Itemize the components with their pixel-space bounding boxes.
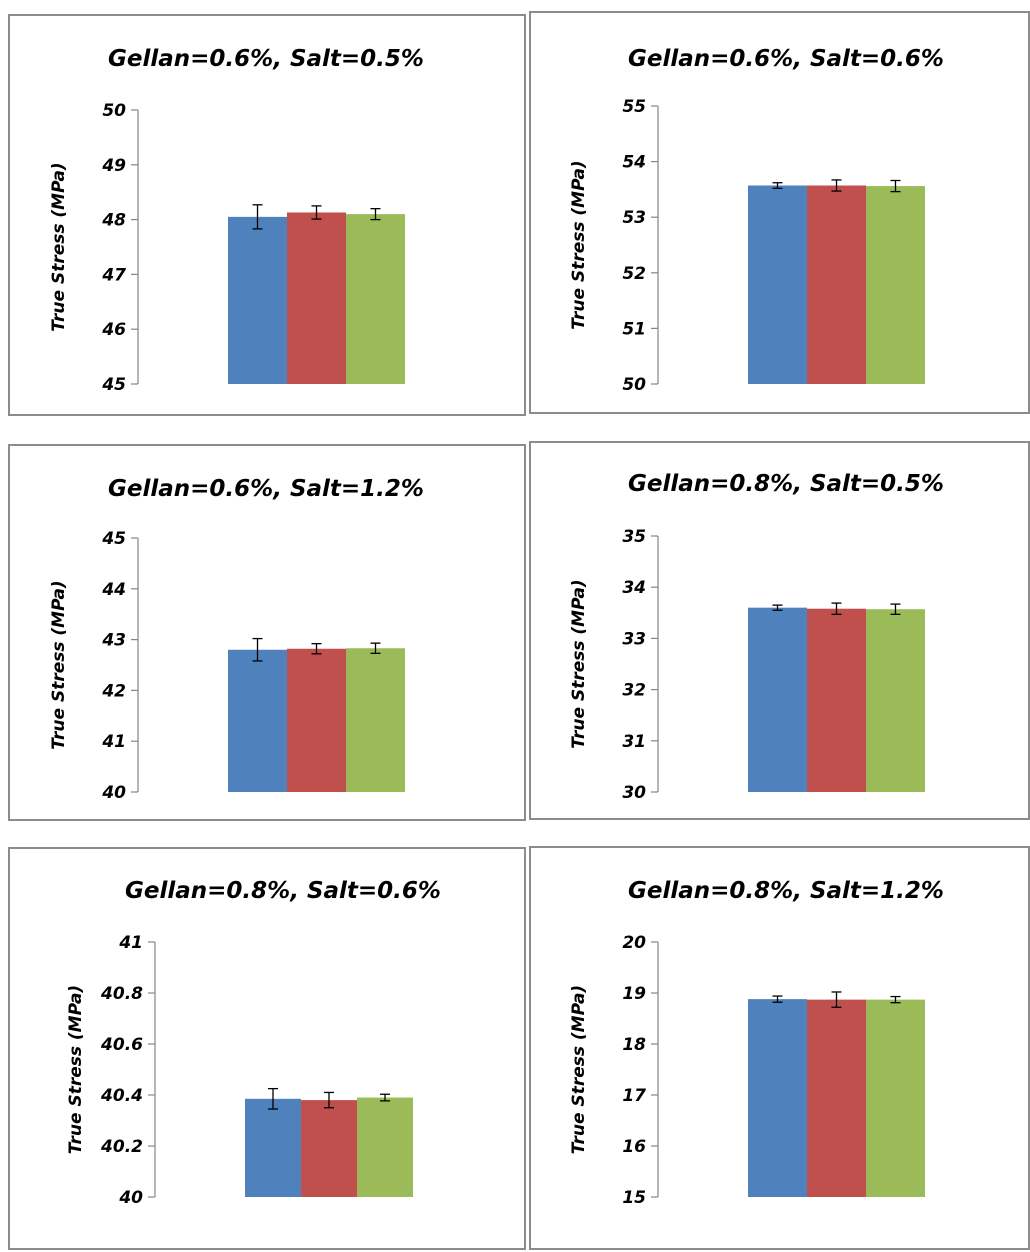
chart-panel-6: Gellan=0.8%, Salt=1.2% True Stress (MPa) 1…: [529, 846, 1030, 1250]
y-tick-label: 54: [622, 153, 646, 173]
y-tick-label: 52: [622, 264, 646, 284]
error-bar-series-2: [324, 1091, 334, 1109]
y-tick-label: 41: [101, 732, 126, 752]
bar-series-2: [807, 185, 866, 384]
error-bar-series-2: [831, 179, 842, 192]
chart-title: Gellan=0.8%, Salt=0.5%: [628, 471, 944, 497]
chart-svg: Gellan=0.6%, Salt=0.6% True Stress (MPa) 5…: [569, 46, 944, 395]
chart-panel-2: Gellan=0.6%, Salt=0.6% True Stress (MPa) 5…: [529, 11, 1030, 414]
y-tick-label: 19: [622, 984, 646, 1004]
y-tick-label: 40.4: [100, 1086, 143, 1106]
bar-series-2: [807, 608, 866, 792]
bar-series-3: [346, 648, 405, 792]
error-bar-series-2: [311, 205, 322, 220]
error-bar-series-3: [890, 995, 901, 1004]
chart-panel-5: Gellan=0.8%, Salt=0.6% True Stress (MPa) 4…: [8, 847, 526, 1250]
y-tick-label: 40.2: [100, 1137, 143, 1157]
y-tick-label: 33: [622, 629, 646, 649]
y-tick-label: 45: [101, 529, 126, 549]
bar-series-2: [807, 999, 866, 1197]
bar-series-3: [866, 609, 925, 792]
chart-svg: Gellan=0.8%, Salt=0.6% True Stress (MPa) 4…: [66, 878, 441, 1208]
y-tick-label: 40.8: [100, 984, 143, 1004]
error-bar-series-1: [772, 604, 783, 611]
error-bar-series-3: [890, 179, 901, 193]
chart-svg: Gellan=0.8%, Salt=1.2% True Stress (MPa) 1…: [569, 878, 944, 1208]
y-axis-label: True Stress (MPa): [569, 985, 589, 1154]
error-bar-series-1: [252, 204, 263, 230]
chart-panel-4: Gellan=0.8%, Salt=0.5% True Stress (MPa) 3…: [529, 441, 1030, 820]
y-tick-label: 51: [622, 319, 646, 339]
y-axis-label: True Stress (MPa): [569, 579, 589, 748]
y-axis-label: True Stress (MPa): [49, 162, 69, 331]
y-tick-label: 42: [101, 681, 126, 701]
y-tick-label: 48: [101, 211, 126, 231]
y-tick-label: 32: [622, 681, 646, 701]
error-bar-series-3: [890, 603, 901, 615]
y-tick-label: 34: [622, 578, 646, 598]
chart-panel-1: Gellan=0.6%, Salt=0.5% True Stress (MPa) 4…: [8, 14, 526, 416]
chart-svg: Gellan=0.6%, Salt=0.5% True Stress (MPa) 4…: [49, 46, 424, 395]
error-bar-series-3: [370, 207, 381, 221]
chart-title: Gellan=0.6%, Salt=0.6%: [628, 46, 944, 72]
y-tick-label: 40: [101, 783, 126, 803]
bar-series-1: [748, 607, 807, 792]
y-tick-label: 35: [622, 527, 646, 547]
chart-title: Gellan=0.6%, Salt=0.5%: [108, 46, 424, 72]
bar-series-3: [357, 1097, 413, 1197]
chart-title: Gellan=0.8%, Salt=1.2%: [628, 878, 944, 904]
error-bar-series-2: [831, 991, 842, 1008]
y-axis-label: True Stress (MPa): [49, 580, 69, 749]
chart-svg: Gellan=0.8%, Salt=0.5% True Stress (MPa) 3…: [569, 471, 944, 803]
y-tick-label: 15: [622, 1188, 646, 1208]
bar-series-1: [245, 1098, 301, 1197]
bar-series-3: [866, 186, 925, 384]
y-tick-label: 40: [118, 1188, 143, 1208]
bar-series-2: [301, 1100, 357, 1197]
bar-series-3: [866, 999, 925, 1197]
chart-title: Gellan=0.8%, Salt=0.6%: [125, 878, 441, 904]
y-tick-label: 43: [101, 631, 126, 651]
error-bar-series-3: [380, 1093, 390, 1102]
y-tick-label: 50: [102, 101, 126, 121]
bar-series-2: [287, 212, 346, 384]
chart-title: Gellan=0.6%, Salt=1.2%: [108, 476, 424, 502]
y-tick-label: 53: [622, 208, 646, 228]
y-tick-label: 41: [118, 933, 143, 953]
y-tick-label: 55: [622, 97, 646, 117]
y-tick-label: 18: [622, 1035, 646, 1055]
error-bar-series-3: [370, 642, 381, 654]
bar-series-1: [748, 999, 807, 1197]
y-tick-label: 49: [101, 156, 126, 176]
y-tick-label: 30: [622, 783, 646, 803]
error-bar-series-2: [311, 643, 322, 655]
y-tick-label: 47: [101, 265, 126, 285]
y-tick-label: 45: [101, 375, 126, 395]
error-bar-series-1: [772, 995, 783, 1003]
error-bar-series-2: [831, 602, 842, 615]
chart-svg: Gellan=0.6%, Salt=1.2% True Stress (MPa) 4…: [49, 476, 424, 803]
chart-panel-3: Gellan=0.6%, Salt=1.2% True Stress (MPa) 4…: [8, 444, 526, 821]
error-bar-series-1: [268, 1087, 278, 1110]
bar-series-2: [287, 648, 346, 792]
bar-series-3: [346, 214, 405, 384]
y-tick-label: 17: [622, 1086, 646, 1106]
y-tick-label: 31: [622, 732, 646, 752]
y-tick-label: 44: [101, 580, 126, 600]
y-axis-label: True Stress (MPa): [569, 160, 589, 329]
y-tick-label: 50: [622, 375, 646, 395]
error-bar-series-1: [772, 182, 783, 189]
bar-series-1: [748, 185, 807, 384]
y-tick-label: 46: [101, 320, 126, 340]
y-axis-label: True Stress (MPa): [66, 985, 86, 1154]
error-bar-series-1: [252, 637, 263, 662]
y-tick-label: 16: [622, 1137, 646, 1157]
bar-series-1: [228, 216, 287, 384]
y-tick-label: 40.6: [100, 1035, 143, 1055]
bar-series-1: [228, 649, 287, 792]
y-tick-label: 20: [622, 933, 646, 953]
